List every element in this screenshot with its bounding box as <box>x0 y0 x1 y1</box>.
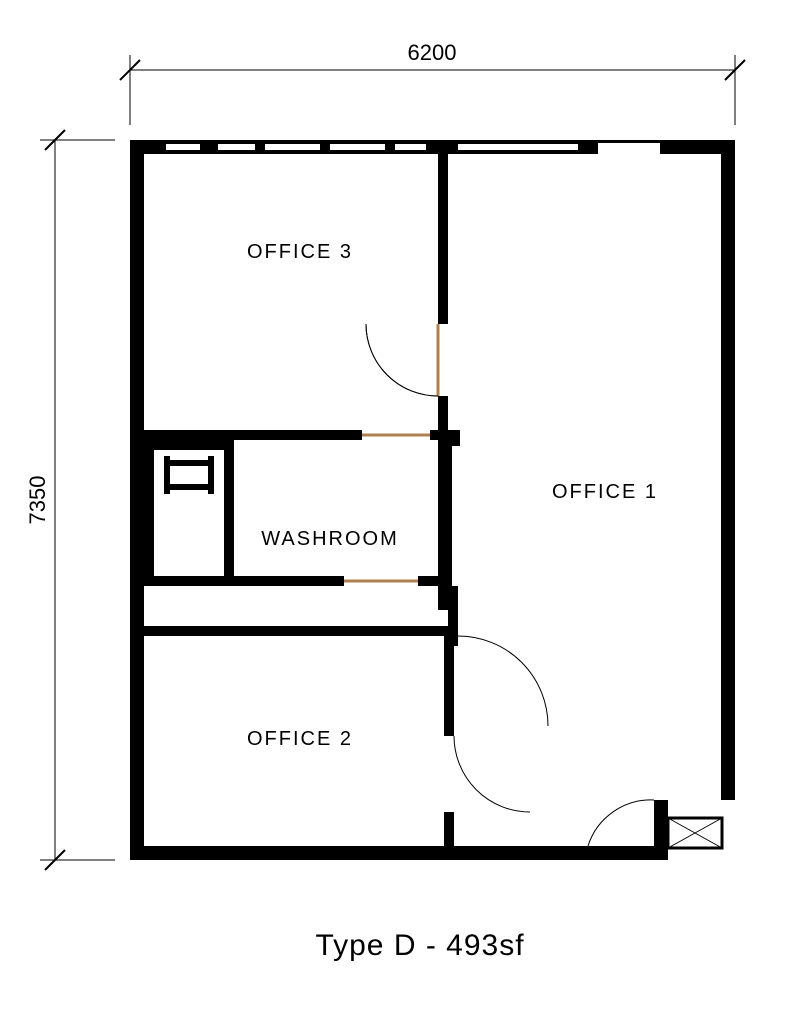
dimension-width-label: 6200 <box>408 40 457 65</box>
label-office-3: OFFICE 3 <box>247 241 353 263</box>
doors <box>344 318 654 846</box>
label-office-1: OFFICE 1 <box>552 481 658 503</box>
label-office-2: OFFICE 2 <box>247 728 353 750</box>
dimension-left: 7350 <box>25 130 115 870</box>
floorplan-diagram: 6200 7350 <box>0 0 800 1020</box>
dimension-height-label: 7350 <box>25 476 50 525</box>
dimension-top: 6200 <box>120 40 745 125</box>
label-washroom: WASHROOM <box>261 528 398 550</box>
plan-title: Type D - 493sf <box>315 929 524 962</box>
